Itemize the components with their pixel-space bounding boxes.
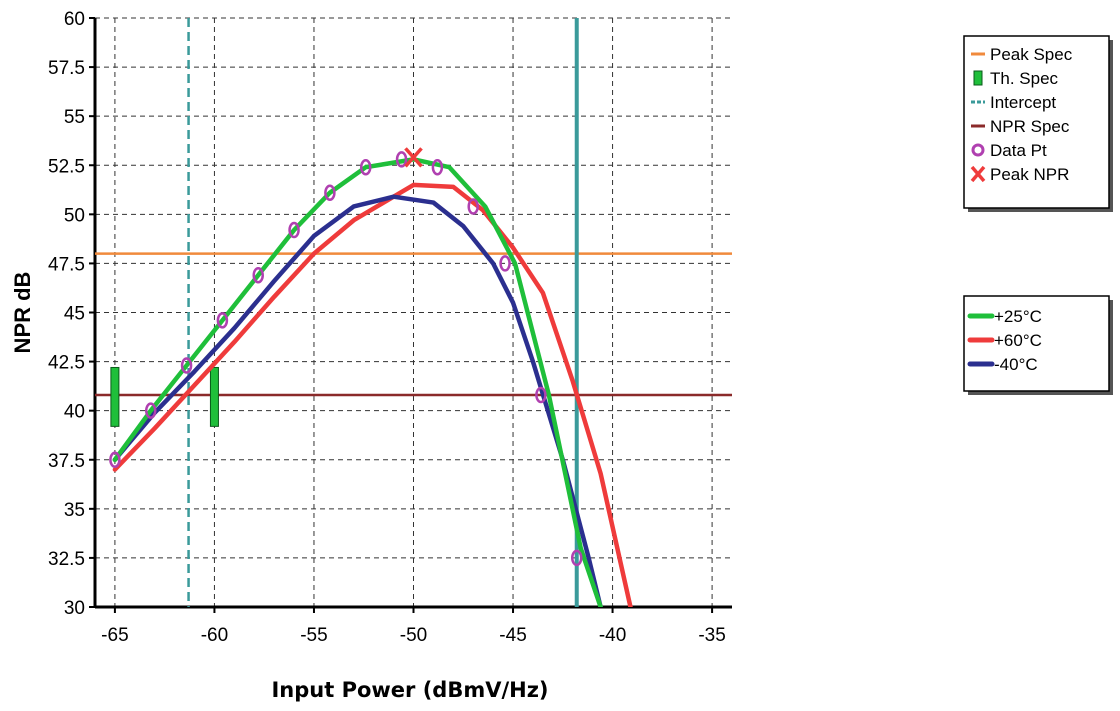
data-point bbox=[180, 357, 193, 374]
x-tick-label: -60 bbox=[201, 625, 228, 646]
x-tick-label: -35 bbox=[698, 625, 725, 646]
y-tick-label: 52.5 bbox=[48, 156, 85, 177]
legend-spec-label: Peak NPR bbox=[990, 165, 1069, 184]
y-tick-label: 40 bbox=[64, 402, 85, 423]
series-line-plus60 bbox=[112, 182, 633, 607]
data-point bbox=[216, 312, 229, 329]
legend-series-label: +60°C bbox=[994, 331, 1042, 350]
legend-series-label: +25°C bbox=[994, 307, 1042, 326]
x-tick-label: -55 bbox=[300, 625, 327, 646]
th-spec-bar bbox=[110, 366, 120, 427]
data-point bbox=[324, 184, 336, 201]
data-point bbox=[395, 151, 408, 168]
y-tick-label: 55 bbox=[64, 107, 85, 128]
series-line-minus40 bbox=[112, 194, 603, 607]
series-line-plus25 bbox=[112, 157, 603, 607]
legend-spec-label: NPR Spec bbox=[990, 117, 1070, 136]
x-tick-label: -65 bbox=[101, 625, 128, 646]
y-tick-label: 30 bbox=[64, 598, 85, 619]
legend-spec-box bbox=[963, 35, 1110, 209]
y-axis-title: NPR dB bbox=[10, 272, 35, 354]
data-point bbox=[570, 549, 583, 567]
legend-spec-symbol bbox=[973, 70, 983, 86]
data-point bbox=[109, 451, 121, 468]
data-point bbox=[252, 266, 264, 284]
legend-spec-symbol bbox=[971, 143, 985, 157]
data-point bbox=[467, 198, 479, 215]
data-point bbox=[144, 402, 157, 419]
y-tick-label: 42.5 bbox=[48, 353, 85, 374]
peak-npr-stroke bbox=[404, 147, 423, 168]
data-point bbox=[288, 221, 300, 239]
data-point bbox=[431, 158, 444, 176]
y-tick-label: 57.5 bbox=[48, 58, 85, 79]
y-tick-label: 45 bbox=[64, 304, 85, 325]
data-point bbox=[499, 255, 511, 272]
y-tick-label: 60 bbox=[64, 9, 85, 30]
legend-series-label: -40°C bbox=[994, 355, 1038, 374]
series-group bbox=[109, 151, 633, 607]
y-tick-label: 47.5 bbox=[48, 254, 85, 275]
legend-series-box bbox=[963, 295, 1110, 392]
legend-spec-label: Data Pt bbox=[990, 141, 1047, 160]
x-tick-label: -50 bbox=[400, 625, 427, 646]
x-axis-title: Input Power (dBmV/Hz) bbox=[271, 678, 549, 702]
legend-spec-label: Th. Spec bbox=[990, 69, 1059, 88]
legend-spec-label: Peak Spec bbox=[990, 45, 1073, 64]
data-point bbox=[535, 386, 547, 404]
y-tick-label: 37.5 bbox=[48, 451, 85, 472]
data-point bbox=[359, 158, 372, 176]
x-tick-label: -45 bbox=[499, 625, 526, 646]
y-tick-label: 32.5 bbox=[48, 549, 85, 570]
th-spec-bar bbox=[209, 366, 219, 427]
peak-npr-marker bbox=[404, 147, 423, 168]
legend-spec-symbol bbox=[970, 165, 986, 183]
x-tick-label: -40 bbox=[599, 625, 626, 646]
y-tick-label: 50 bbox=[64, 205, 85, 226]
y-tick-label: 35 bbox=[64, 500, 85, 521]
legend-spec-label: Intercept bbox=[990, 93, 1056, 112]
